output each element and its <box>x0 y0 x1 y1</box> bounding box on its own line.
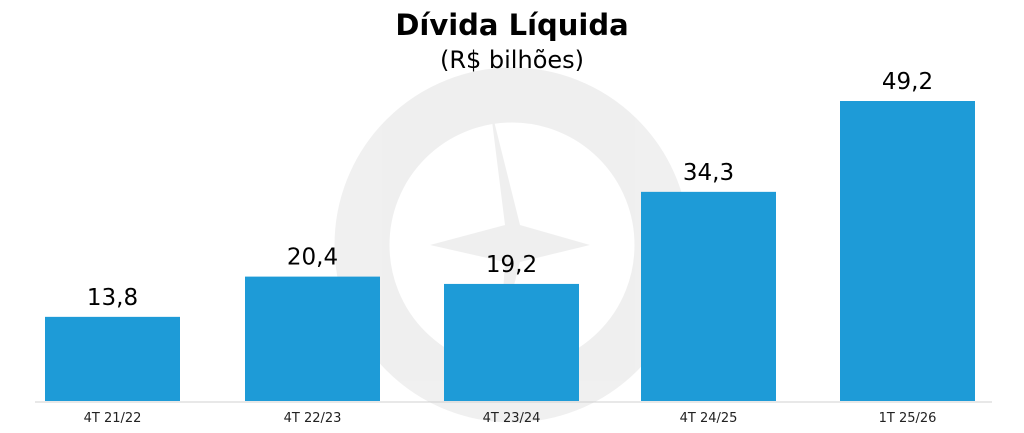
data-label-3: 34,3 <box>683 160 734 186</box>
bar-2 <box>444 283 579 401</box>
x-tick-label-0: 4T 21/22 <box>84 411 142 426</box>
x-tick-label-3: 4T 24/25 <box>680 411 738 426</box>
x-tick-label-2: 4T 23/24 <box>483 411 541 426</box>
chart-subtitle: (R$ bilhões) <box>439 46 585 74</box>
x-tick-label-1: 4T 22/23 <box>284 411 342 426</box>
data-label-2: 19,2 <box>486 252 537 278</box>
bar-4 <box>840 101 975 401</box>
data-label-4: 49,2 <box>882 69 933 95</box>
chart-title: Dívida Líquida <box>395 8 629 42</box>
bar-1 <box>245 276 380 401</box>
x-tick-label-4: 1T 25/26 <box>879 411 937 426</box>
data-label-1: 20,4 <box>287 245 338 271</box>
data-label-0: 13,8 <box>87 285 138 311</box>
bar-0 <box>45 316 180 401</box>
bar-3 <box>641 191 776 401</box>
